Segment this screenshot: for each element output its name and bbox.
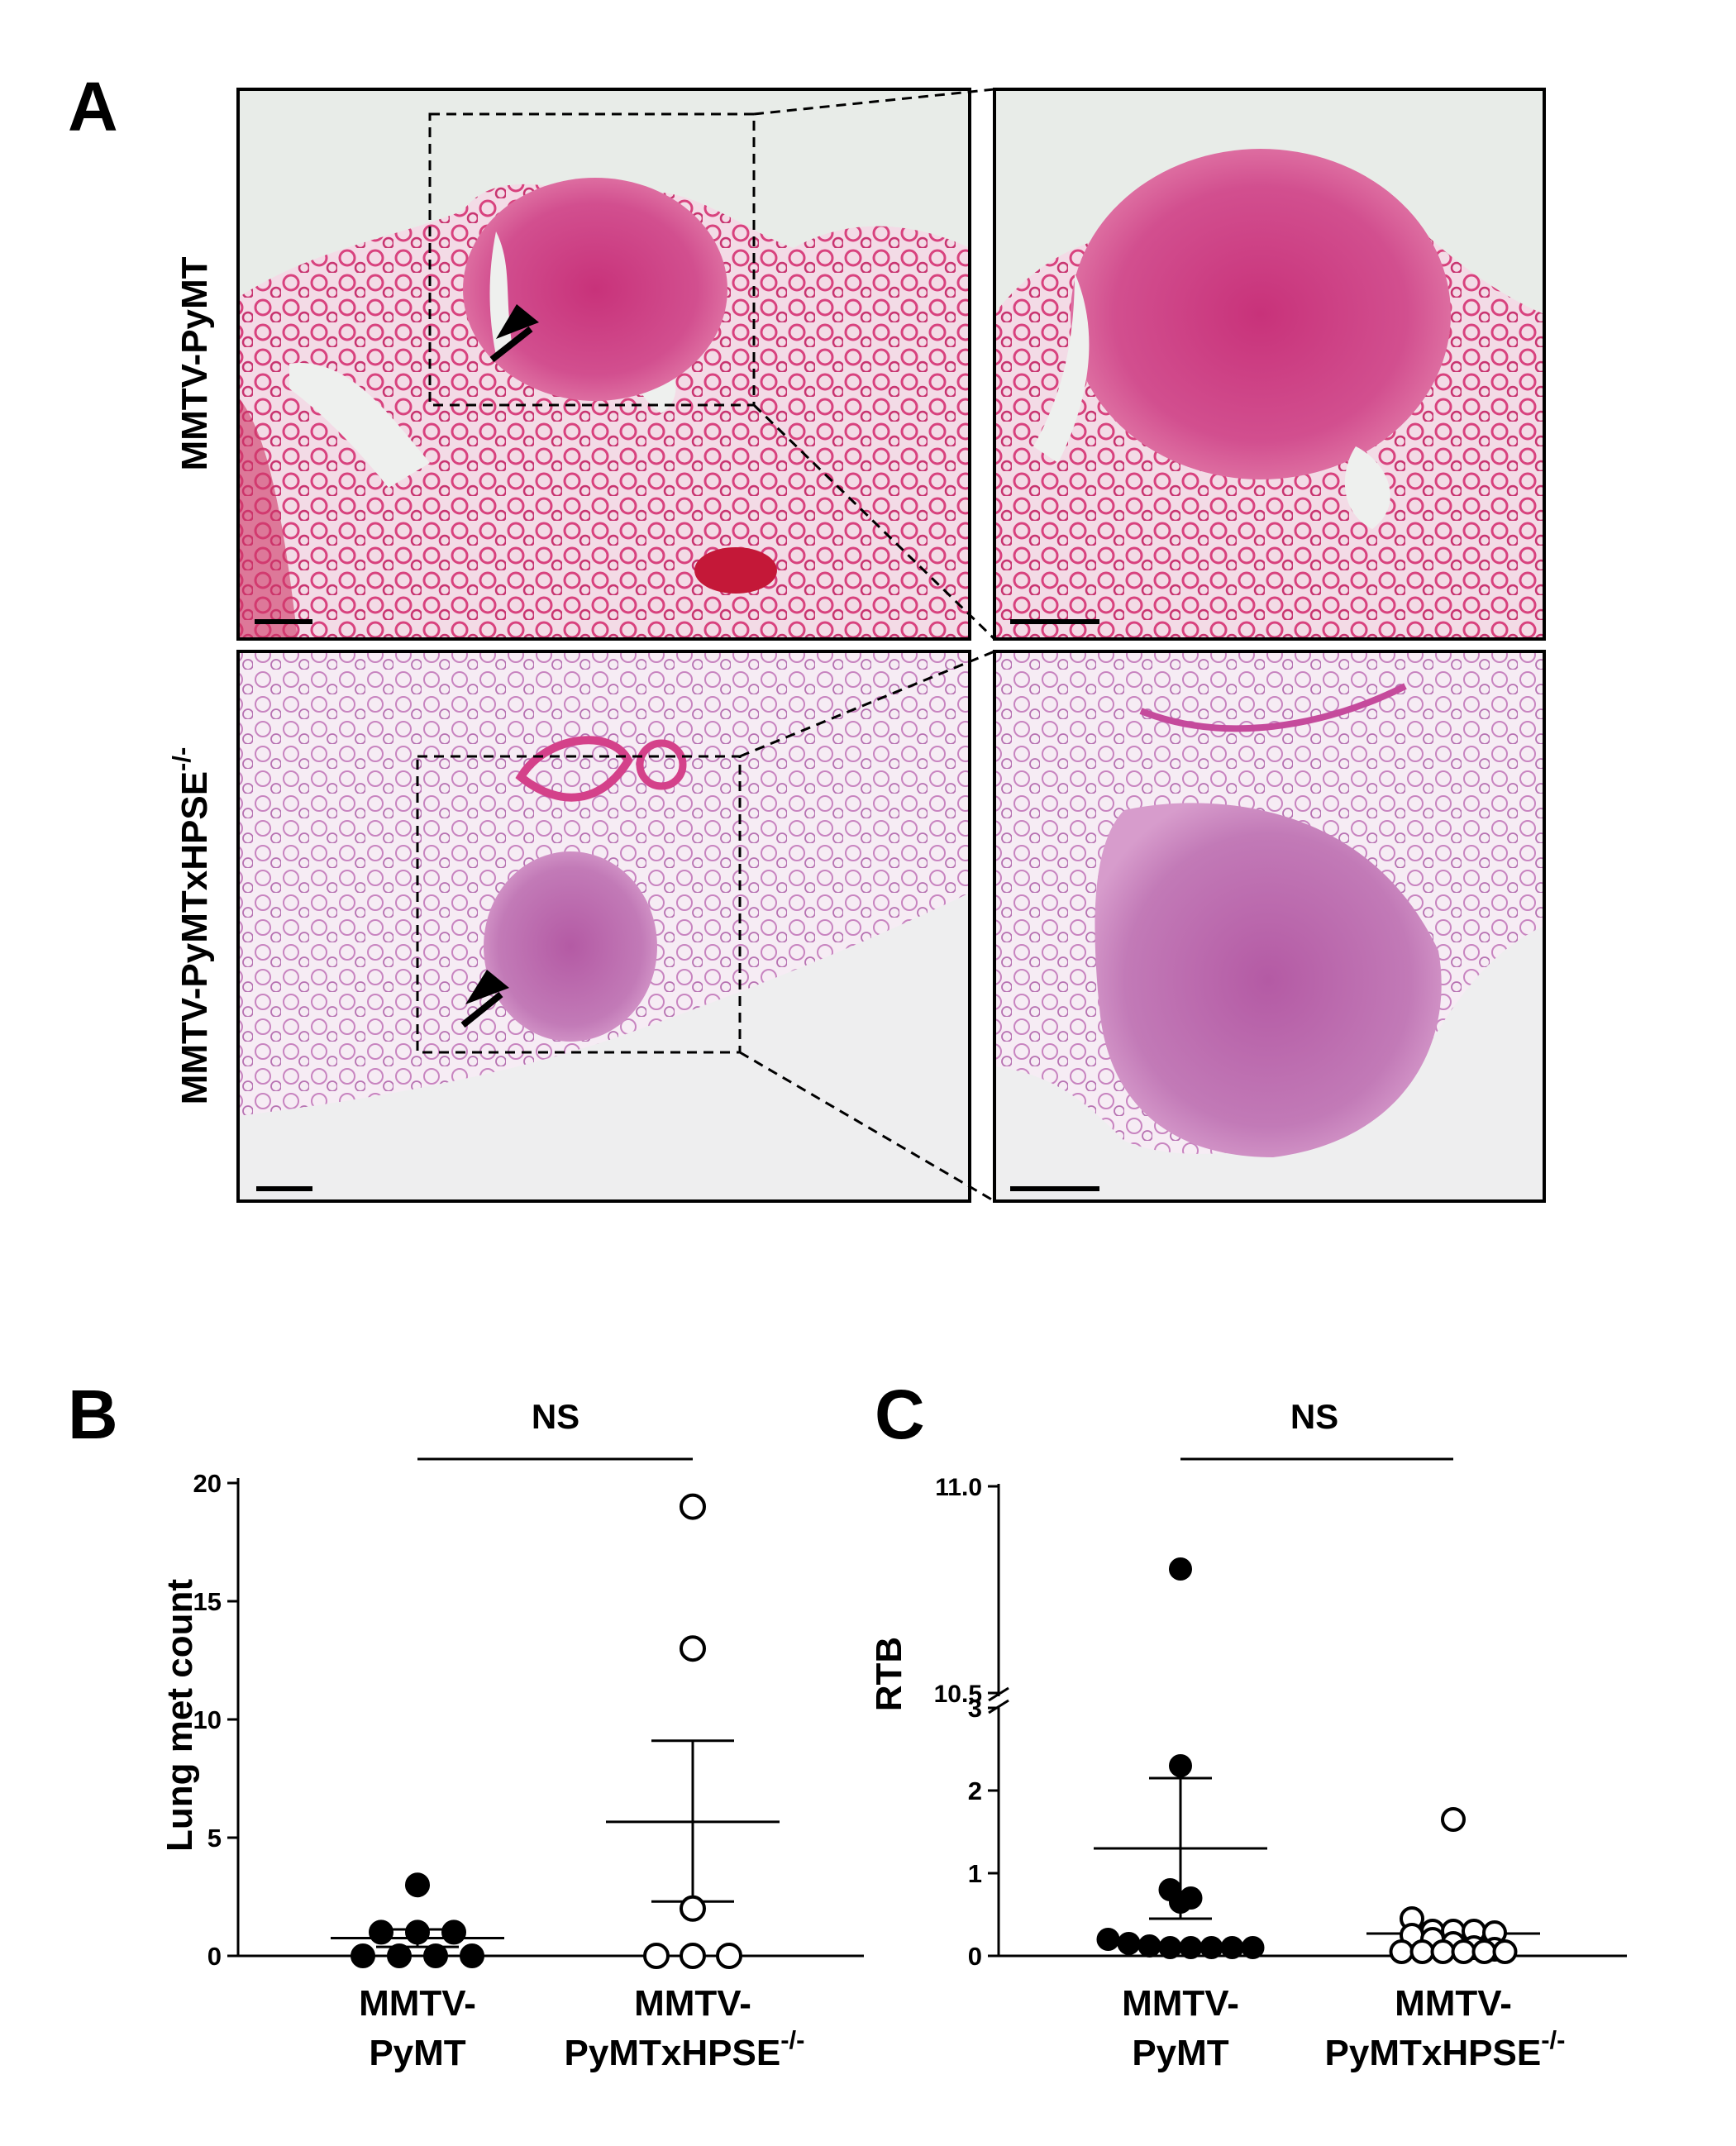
- x-tick-label-pymt: MMTV- PyMT: [1122, 1983, 1239, 2073]
- data-point: [351, 1943, 375, 1968]
- data-point: [405, 1872, 430, 1898]
- data-point: [1241, 1936, 1265, 1959]
- x-tick-label-line2: PyMTxHPSE-/-: [1325, 2025, 1566, 2073]
- micrograph-pymt-zoom: [994, 89, 1544, 639]
- row-label-hpse: MMTV-PyMTxHPSE-/-: [167, 747, 215, 1105]
- data-point: [643, 1943, 670, 1969]
- y-tick-label: 1: [968, 1859, 982, 1888]
- y-axis-label: RTB: [869, 1637, 909, 1711]
- data-point: [680, 1943, 706, 1969]
- data-point: [460, 1943, 484, 1968]
- data-point: [369, 1919, 393, 1945]
- panel-c-label: C: [875, 1376, 925, 1453]
- data-point: [1471, 1939, 1497, 1964]
- y-tick-label: 2: [968, 1776, 982, 1805]
- x-tick-label-line1: MMTV-: [634, 1983, 751, 2024]
- micrograph-hpse-overview: [238, 651, 970, 1201]
- zoom-connectors: [739, 88, 996, 1203]
- data-point: [680, 1635, 706, 1662]
- data-point: [1220, 1936, 1244, 1959]
- x-tick-label-line2: PyMT: [1132, 2033, 1228, 2073]
- micrograph-hpse-zoom: [994, 651, 1544, 1201]
- significance-label: NS: [1290, 1397, 1338, 1436]
- data-point: [680, 1493, 706, 1520]
- arrow-head-icon: [465, 970, 509, 1004]
- arrow-icon: [460, 991, 503, 1028]
- chart-c: NS RTB 0 1 2 310.5 11.0 MMTV- PyMT MMTV- PyM…: [869, 1397, 1627, 2073]
- data-point: [1430, 1939, 1456, 1964]
- x-tick-label-line1: MMTV-: [1122, 1983, 1239, 2024]
- data-point: [1117, 1932, 1141, 1955]
- significance-label: NS: [532, 1397, 579, 1436]
- y-tick-label: 10.5: [934, 1681, 982, 1708]
- x-tick-label-line1: MMTV-: [359, 1983, 476, 2024]
- data-point: [1389, 1939, 1414, 1964]
- data-point: [1492, 1939, 1518, 1964]
- y-axis-label: Lung met count: [160, 1579, 200, 1852]
- micrograph-pymt-overview: [238, 89, 970, 639]
- data-point: [1158, 1936, 1182, 1959]
- data-point: [680, 1895, 706, 1922]
- data-point: [1169, 1891, 1192, 1914]
- data-point: [1199, 1936, 1223, 1959]
- y-tick-label: 3: [968, 1694, 982, 1723]
- data-point: [716, 1943, 742, 1969]
- y-tick-label: 0: [207, 1942, 222, 1971]
- panel-a-label: A: [68, 68, 118, 145]
- data-point: [1169, 1557, 1192, 1581]
- zoom-box-hpse: [416, 755, 742, 1054]
- zoom-box-pymt: [428, 112, 756, 407]
- data-point: [1096, 1928, 1120, 1951]
- arrow-head-icon: [496, 304, 539, 339]
- x-tick-label-line2: PyMTxHPSE-/-: [565, 2025, 805, 2073]
- x-tick-label-hpse: MMTV- PyMTxHPSE-/-: [565, 1983, 805, 2073]
- chart-b: NS Lung met count 0 5 10 15 20 MMTV- PyMT MM…: [160, 1397, 864, 2073]
- data-point: [1179, 1936, 1203, 1959]
- data-point: [1451, 1939, 1476, 1964]
- x-tick-label-hpse: MMTV- PyMTxHPSE-/-: [1325, 1983, 1566, 2073]
- data-point: [423, 1943, 448, 1968]
- data-point: [1137, 1934, 1161, 1958]
- arrow-icon: [489, 326, 533, 363]
- y-tick-label: 11.0: [935, 1474, 982, 1501]
- y-tick-label: 5: [207, 1824, 222, 1853]
- data-point: [387, 1943, 412, 1968]
- y-tick-label: 20: [193, 1469, 222, 1498]
- x-tick-label-pymt: MMTV- PyMT: [359, 1983, 476, 2073]
- y-tick-label: 0: [968, 1942, 982, 1971]
- data-point: [1441, 1807, 1466, 1832]
- data-point: [441, 1919, 466, 1945]
- data-point: [1169, 1754, 1192, 1777]
- data-point: [1409, 1939, 1435, 1964]
- y-tick-label: 15: [193, 1587, 222, 1616]
- panel-b-label: B: [68, 1376, 118, 1453]
- data-point: [405, 1919, 430, 1945]
- row-label-pymt: MMTV-PyMT: [174, 256, 215, 470]
- y-tick-label: 10: [193, 1705, 222, 1734]
- x-tick-label-line2: PyMT: [369, 2033, 465, 2073]
- x-tick-label-line1: MMTV-: [1395, 1983, 1512, 2024]
